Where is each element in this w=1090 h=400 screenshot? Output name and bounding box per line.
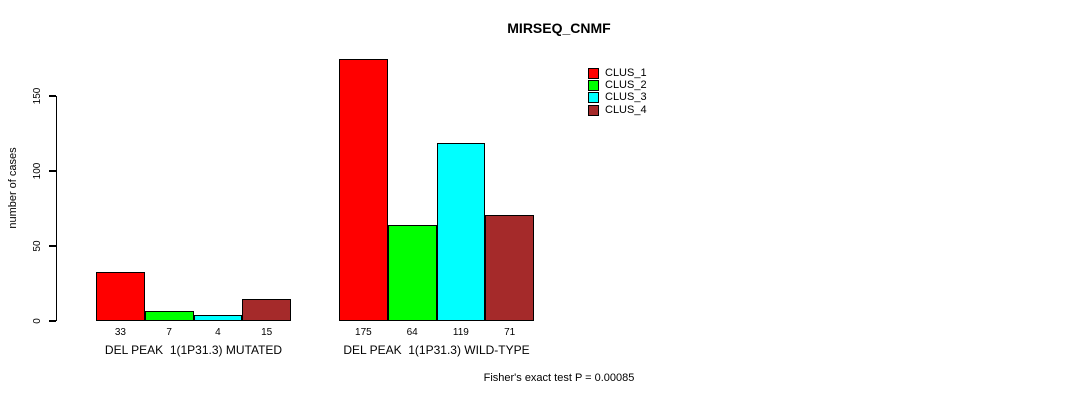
y-axis-line <box>55 96 57 321</box>
bar-value-label: 64 <box>406 327 418 338</box>
legend-swatch-icon <box>588 79 599 91</box>
bar-value-label: 4 <box>215 327 221 338</box>
legend: CLUS_1 CLUS_2 CLUS_3 CLUS_4 <box>588 67 647 116</box>
bar-clus_1 <box>339 58 388 321</box>
y-tick-mark <box>48 95 56 97</box>
bar-clus_1 <box>96 271 145 321</box>
bar-clus_4 <box>485 214 534 321</box>
y-axis-label: number of cases <box>7 147 19 229</box>
bar-value-label: 7 <box>166 327 172 338</box>
legend-row: CLUS_1 <box>588 67 647 79</box>
y-tick-label: 150 <box>32 87 43 105</box>
y-tick-label: 50 <box>32 240 43 252</box>
legend-row: CLUS_4 <box>588 104 647 116</box>
y-tick-mark <box>48 320 56 322</box>
bar-clus_2 <box>144 310 194 321</box>
bar-value-label: 175 <box>355 327 372 338</box>
bar-value-label: 15 <box>261 327 273 338</box>
legend-label: CLUS_1 <box>605 66 647 79</box>
bar-clus_3 <box>436 142 486 321</box>
legend-row: CLUS_2 <box>588 79 647 91</box>
bar-value-label: 119 <box>452 327 469 338</box>
bar-value-label: 33 <box>114 327 126 338</box>
bar-value-label: 71 <box>504 327 516 338</box>
legend-label: CLUS_3 <box>605 91 647 104</box>
y-tick-mark <box>48 170 56 172</box>
x-category-label: DEL PEAK 1(1P31.3) WILD-TYPE <box>343 343 530 357</box>
legend-row: CLUS_3 <box>588 92 647 104</box>
chart-title: MIRSEQ_CNMF <box>507 20 611 36</box>
y-tick-label: 100 <box>32 162 43 180</box>
bar-clus_4 <box>242 298 291 321</box>
legend-swatch-icon <box>588 104 599 116</box>
legend-label: CLUS_2 <box>605 78 647 91</box>
legend-label: CLUS_4 <box>605 103 647 116</box>
y-tick-label: 0 <box>32 318 43 324</box>
footer-annotation: Fisher's exact test P = 0.00085 <box>483 372 635 384</box>
legend-swatch-icon <box>588 92 599 104</box>
bar-clus_2 <box>387 225 437 321</box>
y-tick-mark <box>48 245 56 247</box>
bar-clus_3 <box>193 315 243 321</box>
x-category-label: DEL PEAK 1(1P31.3) MUTATED <box>104 343 283 357</box>
legend-swatch-icon <box>588 67 599 79</box>
